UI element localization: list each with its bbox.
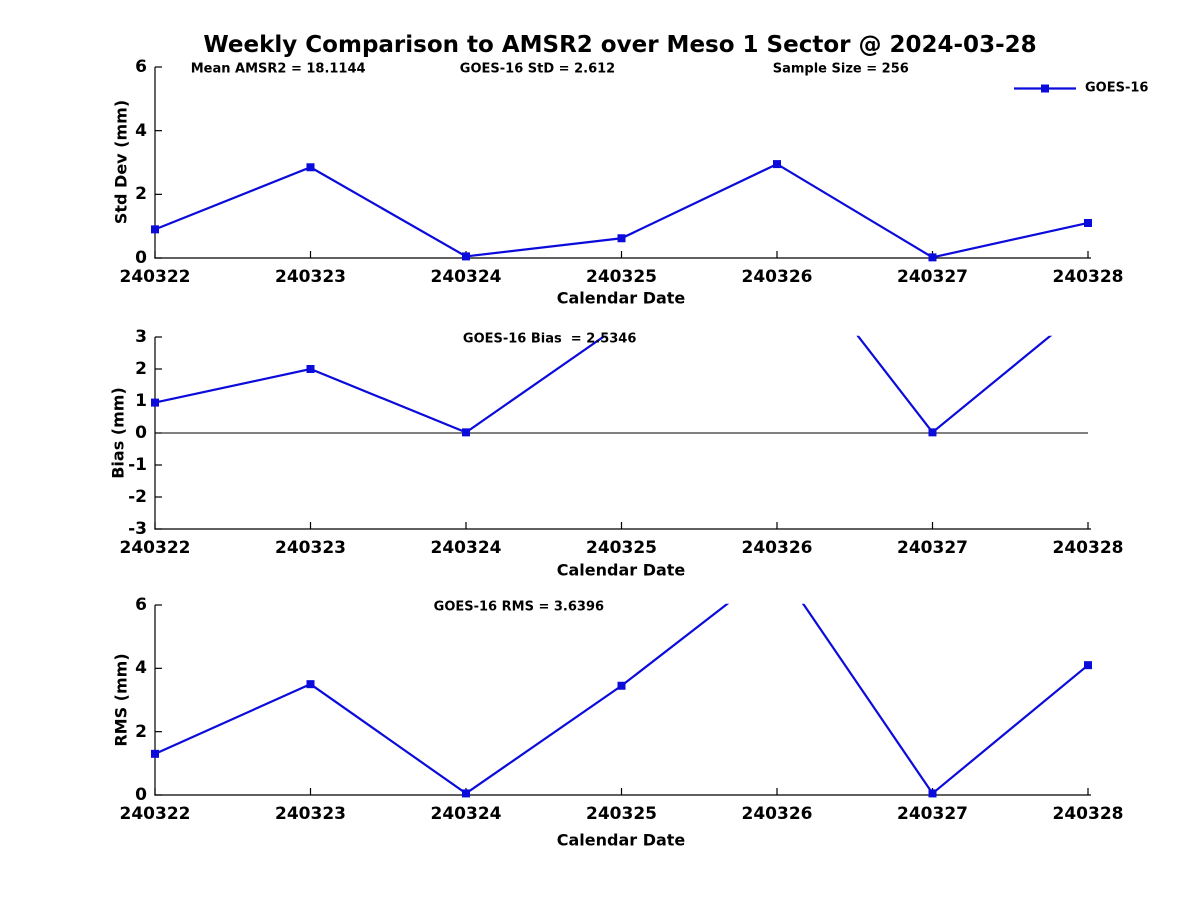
data-point-marker xyxy=(151,225,159,234)
data-point-marker xyxy=(928,789,937,798)
x-tick-label: 240325 xyxy=(586,804,657,824)
data-point-marker xyxy=(1084,218,1092,227)
y-tick-label: 0 xyxy=(135,248,147,268)
data-point-marker xyxy=(773,227,781,235)
data-point-marker xyxy=(773,561,781,569)
x-tick-label: 240323 xyxy=(275,538,346,558)
data-point-marker xyxy=(306,365,315,373)
data-point-marker xyxy=(1084,661,1092,670)
x-tick-label: 240324 xyxy=(430,267,502,287)
x-tick-label: 240326 xyxy=(741,267,813,287)
data-line-goes-16 xyxy=(154,162,1089,259)
data-point-marker xyxy=(462,428,470,437)
y-tick-label: 2 xyxy=(135,184,147,205)
x-tick-label: 240323 xyxy=(275,804,346,824)
y-tick-label: -3 xyxy=(128,519,147,539)
x-tick-label: 240327 xyxy=(897,804,968,824)
y-axis-label-bias: Bias (mm) xyxy=(108,387,128,479)
y-tick-label: 3 xyxy=(135,327,147,347)
annotation-text: Mean AMSR2 = 18.1144 xyxy=(190,61,366,77)
y-axis-label-std-dev: Std Dev (mm) xyxy=(111,99,131,225)
x-tick-label: 240328 xyxy=(1052,538,1124,558)
data-point-marker xyxy=(928,428,937,437)
data-point-marker xyxy=(306,163,315,172)
y-tick-label: 0 xyxy=(135,785,147,805)
annotation-text: Sample Size = 256 xyxy=(772,61,909,77)
data-point-marker xyxy=(617,681,626,690)
data-point-marker xyxy=(928,253,937,262)
x-axis-label-3: Calendar Date xyxy=(556,830,686,850)
x-tick-label: 240322 xyxy=(119,804,191,824)
data-point-marker xyxy=(462,252,470,261)
y-axis-label-rms: RMS (mm) xyxy=(111,653,131,747)
legend-marker-icon xyxy=(1041,84,1049,92)
data-point-marker xyxy=(1084,301,1092,309)
data-point-marker xyxy=(151,749,159,758)
legend-label: GOES-16 xyxy=(1085,80,1149,96)
data-line-goes-16 xyxy=(154,603,1089,796)
x-axis-label-2: Calendar Date xyxy=(556,560,686,580)
data-point-marker xyxy=(462,789,470,798)
x-tick-label: 240326 xyxy=(741,804,813,824)
y-tick-label: -2 xyxy=(128,487,147,507)
annotation-text: GOES-16 RMS = 3.6396 xyxy=(433,599,605,615)
data-point-marker xyxy=(618,320,626,328)
figure-title: Weekly Comparison to AMSR2 over Meso 1 S… xyxy=(203,32,1037,58)
x-tick-label: 240328 xyxy=(1052,804,1124,824)
annotation-text: GOES-16 Bias = 2.5346 xyxy=(462,331,637,347)
legend-line-sample xyxy=(1014,84,1076,92)
data-point-marker xyxy=(617,234,626,243)
x-tick-label: 240324 xyxy=(430,538,502,558)
annotation-text: GOES-16 StD = 2.612 xyxy=(459,61,616,77)
data-point-marker xyxy=(306,680,315,689)
y-tick-label: 1 xyxy=(135,391,147,411)
y-tick-label: 6 xyxy=(135,57,147,77)
x-tick-label: 240323 xyxy=(275,267,346,287)
x-tick-label: 240322 xyxy=(119,538,191,558)
x-tick-label: 240328 xyxy=(1052,267,1124,287)
y-tick-label: 0 xyxy=(135,423,147,443)
y-tick-label: 6 xyxy=(135,595,147,615)
y-tick-label: -1 xyxy=(128,455,147,475)
legend: GOES-16 xyxy=(1013,81,1148,96)
x-tick-label: 240327 xyxy=(897,538,968,558)
x-tick-label: 240325 xyxy=(586,538,657,558)
x-tick-label: 240324 xyxy=(430,804,502,824)
x-tick-label: 240327 xyxy=(897,267,968,287)
x-tick-label: 240326 xyxy=(741,538,813,558)
x-tick-label: 240322 xyxy=(119,267,191,287)
y-tick-label: 2 xyxy=(135,721,147,742)
x-tick-label: 240325 xyxy=(586,267,657,287)
x-axis-label-1: Calendar Date xyxy=(556,288,686,308)
data-point-marker xyxy=(773,160,781,169)
y-tick-label: 4 xyxy=(135,658,147,679)
y-tick-label: 4 xyxy=(135,120,147,141)
y-tick-label: 2 xyxy=(135,359,147,379)
data-point-marker xyxy=(151,398,159,407)
